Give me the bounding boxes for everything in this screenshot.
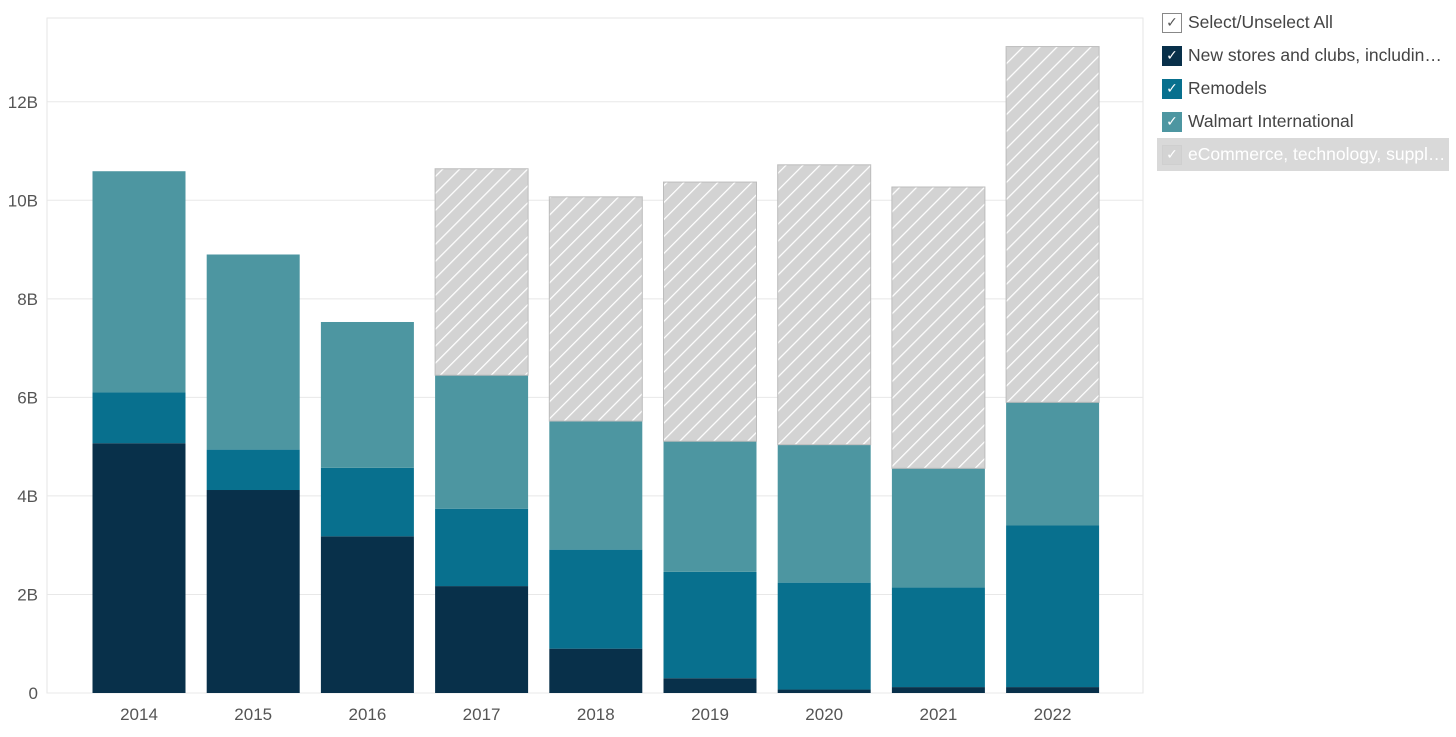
x-tick-label: 2018 [577, 705, 615, 724]
bar-segment [549, 421, 643, 550]
legend-label: eCommerce, technology, suppl… [1188, 144, 1446, 164]
bar-segment [1006, 402, 1100, 526]
x-tick-label: 2022 [1034, 705, 1072, 724]
legend-label: New stores and clubs, includin… [1188, 45, 1442, 65]
y-tick-label: 12B [8, 93, 38, 112]
bar-segment [777, 444, 871, 583]
bar-segment [777, 689, 871, 693]
x-tick-label: 2014 [120, 705, 158, 724]
y-axis-ticks: 0 2B 4B 6B 8B 10B 12B [8, 93, 38, 703]
y-tick-label: 8B [17, 290, 38, 309]
bar-segment [891, 186, 986, 469]
bar-segment [549, 648, 643, 693]
legend-item[interactable]: ✓ Remodels [1157, 72, 1449, 105]
bar-segment [1005, 46, 1100, 403]
bar-segment [548, 196, 643, 422]
bar-segment [1006, 525, 1100, 688]
legend-select-all[interactable]: ✓ Select/Unselect All [1157, 6, 1449, 39]
y-tick-label: 6B [17, 388, 38, 407]
checkbox-icon[interactable]: ✓ [1162, 111, 1182, 132]
bar-segment [663, 441, 757, 572]
x-tick-label: 2021 [919, 705, 957, 724]
legend-item[interactable]: ✓ Walmart International [1157, 105, 1449, 138]
legend-item[interactable]: ✓ New stores and clubs, includin… [1157, 39, 1449, 72]
x-tick-label: 2019 [691, 705, 729, 724]
legend: ✓ Select/Unselect All ✓ New stores and cl… [1157, 6, 1449, 171]
x-tick-label: 2015 [234, 705, 272, 724]
bar-segment [891, 587, 985, 688]
bar-segment [1006, 687, 1100, 693]
bar-segment [92, 443, 186, 693]
bar-segment [92, 171, 186, 393]
y-tick-label: 10B [8, 191, 38, 210]
legend-select-all-label: Select/Unselect All [1188, 12, 1333, 32]
x-tick-label: 2020 [805, 705, 843, 724]
bar-segment [891, 468, 985, 588]
checkbox-icon[interactable]: ✓ [1162, 45, 1182, 66]
legend-item[interactable]: ✓ eCommerce, technology, suppl… [1157, 138, 1449, 171]
legend-label: Remodels [1188, 78, 1267, 98]
bar-segment [663, 678, 757, 693]
bar-segment [320, 536, 414, 693]
bar-segment [435, 586, 529, 693]
bar-segment [549, 549, 643, 649]
legend-label: Walmart International [1188, 111, 1354, 131]
bar-segment [206, 449, 300, 491]
checkbox-icon[interactable]: ✓ [1162, 78, 1182, 99]
bar-segment [663, 181, 757, 442]
bar-segment [663, 571, 757, 679]
bar-segment [435, 375, 529, 509]
bar-segment [777, 164, 872, 446]
bar-segment [206, 254, 300, 450]
checkbox-icon[interactable]: ✓ [1162, 12, 1182, 33]
bars-layer [92, 46, 1100, 693]
x-tick-label: 2016 [348, 705, 386, 724]
bar-segment [206, 490, 300, 693]
bar-segment [435, 508, 529, 587]
y-tick-label: 0 [29, 684, 38, 703]
x-tick-label: 2017 [463, 705, 501, 724]
x-axis-ticks: 2014 2015 2016 2017 2018 2019 2020 2021 2022 [120, 705, 1071, 724]
bar-segment [92, 392, 186, 444]
bar-segment [891, 687, 985, 693]
bar-segment [434, 168, 529, 376]
bar-segment [777, 582, 871, 690]
bar-segment [320, 321, 414, 468]
y-tick-label: 2B [17, 585, 38, 604]
bar-segment [320, 467, 414, 537]
checkbox-icon[interactable]: ✓ [1162, 144, 1182, 165]
y-tick-label: 4B [17, 487, 38, 506]
